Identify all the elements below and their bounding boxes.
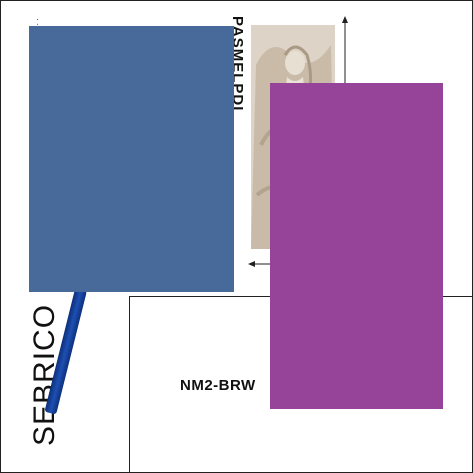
product-code: NM2-BRW	[180, 377, 256, 394]
purple-overlay-block	[270, 83, 443, 409]
blue-overlay-block	[29, 26, 234, 292]
